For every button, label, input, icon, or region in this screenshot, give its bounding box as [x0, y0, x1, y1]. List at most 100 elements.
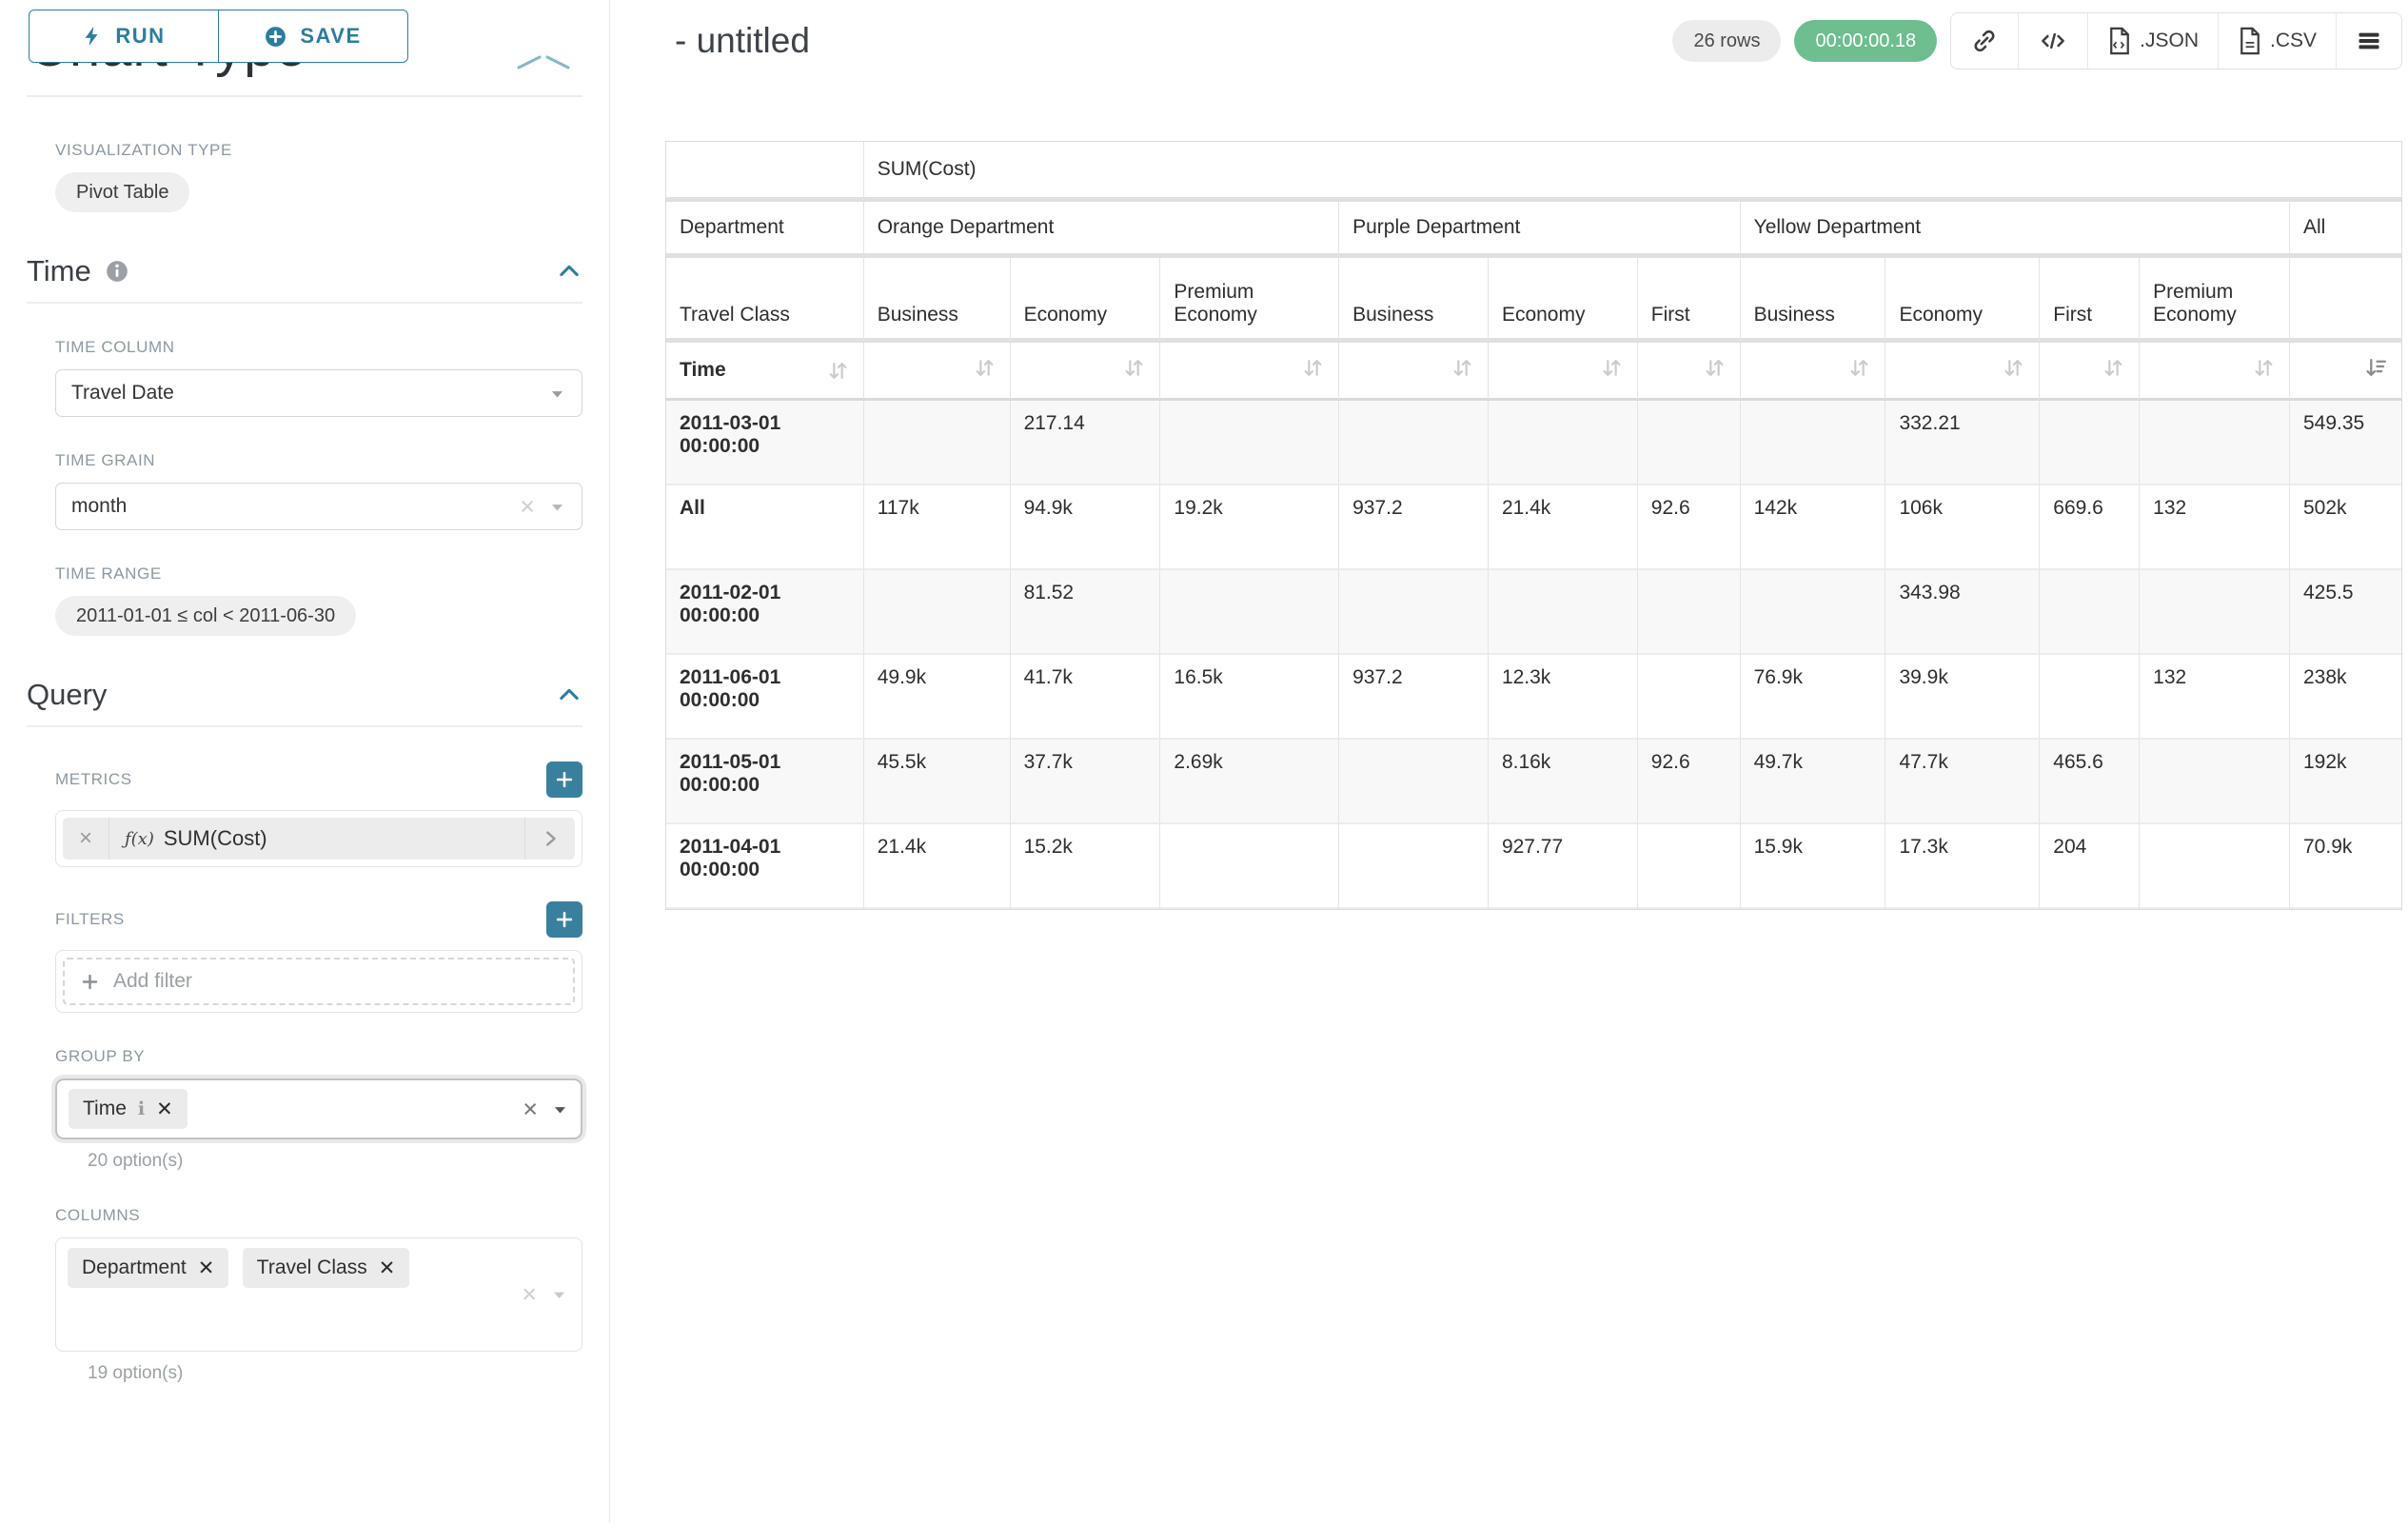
pivot-cell: 47.7k [1885, 740, 2041, 824]
time-grain-value: month [71, 495, 128, 517]
chevron-up-icon[interactable] [516, 55, 571, 70]
sort-desc-icon[interactable] [2364, 356, 2388, 380]
share-link-button[interactable] [1951, 13, 2020, 69]
pivot-cell: 204 [2040, 824, 2141, 909]
clear-icon[interactable]: × [522, 1279, 537, 1309]
row-header: 2011-06-01 00:00:00 [666, 655, 864, 740]
pivot-cell: 192k [2290, 740, 2401, 824]
corner-cell [666, 142, 864, 202]
pivot-cell: 16.5k [1160, 655, 1340, 740]
edit-metric-caret[interactable] [524, 818, 575, 860]
column-leaf-header: Economy [1488, 258, 1638, 343]
add-filter-plus-button[interactable] [546, 901, 582, 938]
chart-title[interactable]: - untitled [675, 21, 810, 60]
column-leaf-header: Premium Economy [2140, 258, 2290, 343]
sort-icon[interactable] [2252, 356, 2276, 380]
sort-icon[interactable] [2002, 356, 2025, 380]
metric-name: SUM(Cost) [163, 826, 267, 850]
sort-icon[interactable] [973, 356, 997, 380]
export-json-label: .JSON [2140, 30, 2199, 51]
pivot-cell [1339, 740, 1489, 824]
column-info-icon[interactable]: i [137, 1098, 146, 1119]
save-button[interactable]: SAVE [217, 10, 408, 63]
column-sort-header [1488, 343, 1638, 401]
plus-icon [556, 771, 573, 788]
sort-icon[interactable] [1600, 356, 1624, 380]
sort-icon[interactable] [1703, 356, 1727, 380]
column-sort-header [1885, 343, 2041, 401]
viz-type-pill[interactable]: Pivot Table [55, 172, 190, 212]
column-leaf-header: Business [1339, 258, 1489, 343]
time-label: Time [680, 359, 726, 381]
info-icon[interactable] [105, 259, 129, 284]
caret-down-icon[interactable] [551, 1100, 569, 1118]
sort-icon[interactable] [826, 359, 850, 383]
embed-code-button[interactable] [2019, 13, 2089, 69]
pivot-cell: 94.9k [1010, 485, 1161, 570]
sort-icon[interactable] [2102, 356, 2125, 380]
sort-header-content: Time [680, 359, 850, 383]
add-metric-button[interactable] [546, 762, 582, 798]
run-button[interactable]: RUN [29, 10, 219, 63]
column-leaf-header: Economy [1885, 258, 2041, 343]
sort-icon[interactable] [1847, 356, 1871, 380]
column-sort-header [1339, 343, 1489, 401]
viz-type-section: VISUALIZATION TYPE Pivot Table [27, 141, 582, 212]
file-json-icon [2110, 27, 2130, 55]
columns-select[interactable]: Department ✕ Travel Class ✕ × [55, 1237, 582, 1352]
clear-icon[interactable]: × [520, 491, 535, 521]
pivot-tbody: 2011-03-01 00:00:00 217.14 332.21 549.35 All… [666, 401, 2401, 909]
group-by-select[interactable]: Time i ✕ × [55, 1078, 582, 1139]
export-button-group: .JSON .CSV [1950, 12, 2402, 69]
pivot-cell [863, 401, 1011, 485]
time-column-label: TIME COLUMN [55, 338, 175, 356]
file-csv-icon [2240, 27, 2260, 55]
pivot-cell [1488, 401, 1638, 485]
columns-chip[interactable]: Travel Class ✕ [242, 1248, 410, 1288]
time-section: Time TIME COLUMN Travel Date TIME GRAIN … [27, 254, 582, 636]
remove-chip-icon[interactable]: ✕ [378, 1256, 396, 1279]
chevron-right-icon [546, 831, 556, 846]
column-sort-header [1637, 343, 1741, 401]
pivot-cell: 19.2k [1160, 485, 1340, 570]
remove-metric-icon[interactable]: × [63, 818, 109, 860]
caret-down-icon [551, 390, 563, 397]
sort-icon[interactable] [1122, 356, 1146, 380]
pivot-cell [1740, 570, 1886, 655]
pivot-row: 2011-05-01 00:00:00 45.5k 37.7k 2.69k 8.16k 9… [666, 740, 2401, 824]
chevron-up-icon[interactable] [556, 682, 582, 708]
sort-icon[interactable] [1301, 356, 1325, 380]
pivot-row: All 117k 94.9k 19.2k 937.2 21.4k 92.6 142k 106k 6… [666, 485, 2401, 570]
time-grain-select[interactable]: month × [55, 483, 582, 530]
add-filter-button[interactable]: Add filter [63, 958, 575, 1005]
row-header: 2011-02-01 00:00:00 [666, 570, 864, 655]
more-menu-button[interactable] [2337, 13, 2401, 69]
sort-icon[interactable] [1451, 356, 1474, 380]
column-leaf-header: Business [1740, 258, 1886, 343]
remove-chip-icon[interactable]: ✕ [197, 1256, 215, 1279]
pivot-cell [2040, 570, 2141, 655]
pivot-table: SUM(Cost) Department Orange Department Pur… [665, 141, 2402, 910]
group-by-chip[interactable]: Time i ✕ [69, 1089, 188, 1129]
export-csv-button[interactable]: .CSV [2218, 13, 2337, 69]
bolt-icon [86, 26, 98, 47]
pivot-cell: 21.4k [1488, 485, 1638, 570]
pivot-cell: 37.7k [1010, 740, 1161, 824]
pivot-cell: 8.16k [1488, 740, 1638, 824]
remove-chip-icon[interactable]: ✕ [156, 1098, 173, 1120]
time-range-pill[interactable]: 2011-01-01 ≤ col < 2011-06-30 [55, 596, 357, 636]
export-json-button[interactable]: .JSON [2088, 13, 2219, 69]
metric-header: SUM(Cost) [863, 142, 2401, 202]
row-header: 2011-03-01 00:00:00 [666, 401, 864, 485]
caret-down-icon[interactable] [550, 1286, 568, 1304]
chevron-up-icon[interactable] [556, 258, 582, 285]
metric-chip[interactable]: × ƒ(x) SUM(Cost) [63, 818, 575, 860]
time-column-select[interactable]: Travel Date [55, 369, 582, 417]
column-leaf-header: Economy [1010, 258, 1161, 343]
columns-chip[interactable]: Department ✕ [68, 1248, 229, 1288]
pivot-group-row: Department Orange Department Purple Depart… [666, 202, 2401, 258]
clear-icon[interactable]: × [523, 1094, 538, 1123]
pivot-cell [1637, 824, 1741, 909]
group-by-options-hint: 20 option(s) [88, 1151, 184, 1171]
